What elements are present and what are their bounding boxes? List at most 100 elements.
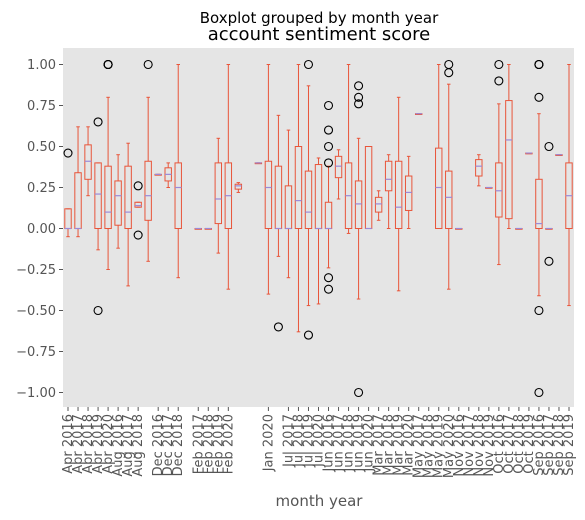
outlier-point [93,305,103,316]
x-tick-label: Jun 2019 [352,414,367,473]
box-iqr [394,160,403,229]
box-5 [114,154,122,249]
x-tick-label: Mar 2017 [372,414,387,476]
x-tick-label: Jul 2020 [312,414,327,468]
box-37 [435,64,443,229]
box-9 [154,173,162,176]
box-iqr [114,180,122,226]
box-iqr [334,155,343,179]
x-tick-label: Jun 2018 [342,414,357,473]
box-22 [284,129,293,279]
box-39 [455,227,463,230]
outlier-point [273,322,283,332]
box-6 [124,142,132,287]
x-tick-label: Jun 2017 [332,414,347,473]
box-8 [143,59,153,262]
box-iqr [94,162,102,229]
box-23 [294,64,303,333]
outlier-point [354,92,364,102]
box-2 [84,126,92,197]
x-tick-label: Jul 2019 [301,414,316,468]
box-iqr [404,175,413,211]
y-tick-label: 0.75 [27,99,56,114]
box-iqr [294,146,303,229]
y-tick-label: −0.25 [16,263,56,278]
box-31 [374,190,383,221]
box-iqr [144,160,152,221]
box-11 [174,64,182,279]
outlier-point [534,59,544,70]
x-tick-label: Sep 2017 [542,414,557,476]
box-iqr [134,201,142,208]
plot-area [63,48,574,407]
y-tick-label: 0.00 [27,222,56,237]
box-29 [354,81,364,398]
box-17 [234,182,243,193]
box-13 [194,227,202,230]
box-28 [344,64,353,234]
x-tick-label: Oct 2017 [502,414,517,474]
box-38 [444,59,454,290]
box-iqr [304,170,313,230]
x-tick-label: Apr 2016 [61,414,76,474]
x-tick-label: Feb 2017 [191,414,206,474]
x-tick-label: Jun 2016 [322,414,337,473]
outlier-point [444,68,454,78]
x-tick-label: Nov 2017 [462,414,477,477]
box-26 [323,100,334,294]
box-0 [63,148,73,238]
box-iqr [475,159,483,177]
x-tick-label: Mar 2019 [392,414,407,476]
boxes [63,59,573,398]
outlier-point [143,59,153,70]
box-48 [544,141,554,266]
x-tick-label: Apr 2019 [91,414,106,474]
suptitle: Boxplot grouped by month year [200,9,439,27]
box-3 [93,117,103,316]
outlier-point [103,59,113,70]
outlier-point [354,99,364,109]
x-tick-label: May 2020 [442,414,457,478]
y-tick-label: 1.00 [27,58,56,73]
box-iqr [505,100,513,220]
y-tick-label: 0.50 [27,140,56,155]
outlier-point [63,148,73,158]
y-tick-label: −0.50 [16,304,56,319]
box-iqr [84,144,92,180]
outlier-point [133,230,143,240]
box-50 [565,64,573,307]
x-tick-label: Jun 2020 [362,414,377,473]
x-tick-label: Nov 2018 [472,414,487,477]
x-axis-label: month year [276,492,364,510]
outlier-point [544,256,554,266]
x-tick-label: Feb 2020 [221,414,236,474]
box-46 [525,152,533,155]
box-27 [334,149,343,200]
outlier-point [354,387,364,398]
box-iqr [354,180,363,230]
x-tick-label: Dec 2016 [151,414,166,476]
box-42 [485,186,493,189]
x-tick-label: Nov 2019 [482,414,497,477]
x-tick-label: Aug 2017 [121,414,136,477]
box-iqr [214,162,223,225]
outlier-point [544,141,554,152]
box-35 [414,113,423,115]
box-iqr [264,160,273,229]
box-4 [103,59,113,270]
outlier-point [354,81,364,91]
outlier-point [323,273,334,283]
outlier-point [93,117,103,127]
chart-title: account sentiment score [208,24,431,45]
x-tick-label: Dec 2017 [161,414,176,476]
x-tick-label: May 2018 [422,414,437,478]
y-tick-label: −1.00 [16,386,56,401]
box-iqr [384,160,393,192]
x-tick-label: Apr 2018 [81,414,96,474]
box-43 [494,59,504,266]
box-1 [74,126,82,238]
box-iqr [234,183,243,190]
box-34 [404,155,413,229]
